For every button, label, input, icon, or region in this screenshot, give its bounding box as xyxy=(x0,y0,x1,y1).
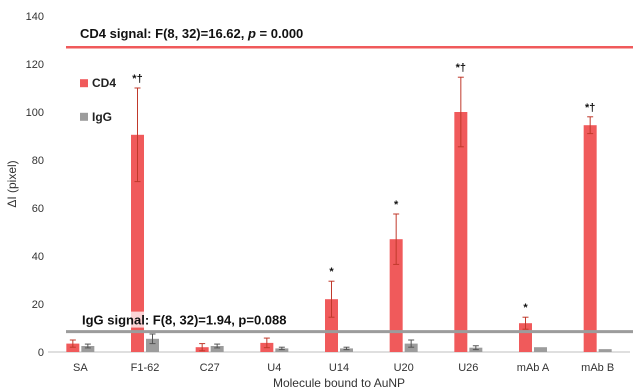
cd4-signal-label: CD4 signal: F(8, 32)=16.62, p = 0.000 xyxy=(80,26,303,41)
y-tick-label: 100 xyxy=(26,107,44,119)
x-tick-label: SA xyxy=(73,362,88,374)
x-tick-label: U26 xyxy=(458,362,478,374)
cd4-signal-label-p: p xyxy=(247,26,256,41)
bar-cd4-u14 xyxy=(325,299,338,352)
y-tick-label: 20 xyxy=(32,299,44,311)
igg-signal-label: IgG signal: F(8, 32)=1.94, p=0.088 xyxy=(82,313,286,328)
bar-cd4-u20 xyxy=(389,239,403,352)
x-tick-label: F1-62 xyxy=(131,362,160,374)
bar-igg-c27 xyxy=(210,346,224,352)
significance-mark: * xyxy=(523,302,528,314)
significance-mark: * xyxy=(394,199,399,211)
significance-mark: *† xyxy=(585,102,595,114)
bar-igg-mab-b xyxy=(598,349,612,352)
x-tick-label: mAb B xyxy=(581,362,614,374)
legend-swatch-cd4 xyxy=(80,79,88,88)
igg-signal-label-background xyxy=(78,311,278,328)
bar-cd4-sa xyxy=(66,343,80,352)
y-tick-label: 120 xyxy=(26,59,44,71)
x-axis-title: Molecule bound to AuNP xyxy=(273,376,405,390)
bar-cd4-f1-62 xyxy=(131,134,144,352)
legend-swatch-igg xyxy=(80,112,88,121)
bar-igg-sa xyxy=(81,346,95,352)
cd4-signal-label-suffix: = 0.000 xyxy=(256,26,303,41)
y-tick-label: 80 xyxy=(32,155,44,167)
bars-group: *† * * *† * *† xyxy=(66,62,612,352)
bar-igg-f1-62 xyxy=(146,338,159,352)
bar-cd4-u26 xyxy=(454,112,468,352)
bar-igg-u14 xyxy=(340,348,353,352)
y-tick-label: 40 xyxy=(32,251,44,263)
x-tick-label: C27 xyxy=(200,362,220,374)
significance-mark: *† xyxy=(456,62,466,74)
x-axis-tick-labels: SA F1-62 C27 U4 U14 U20 U26 mAb A mAb B xyxy=(73,362,614,374)
bar-igg-u20 xyxy=(404,343,418,352)
x-tick-label: U14 xyxy=(329,362,349,374)
x-tick-label: mAb A xyxy=(517,362,550,374)
legend-label-igg: IgG xyxy=(92,110,112,124)
legend-label-cd4: CD4 xyxy=(92,76,116,90)
bar-igg-u4 xyxy=(275,348,289,352)
legend: CD4 IgG xyxy=(80,76,116,124)
bar-cd4-mab-b xyxy=(583,125,597,352)
y-axis-title: ΔI (pixel) xyxy=(5,160,19,207)
y-tick-label: 140 xyxy=(26,11,44,23)
y-tick-label: 0 xyxy=(38,347,44,359)
bar-igg-mab-a xyxy=(534,347,547,352)
significance-mark: *† xyxy=(132,73,142,85)
cd4-signal-label-prefix: CD4 signal: F(8, 32)=16.62, xyxy=(80,26,248,41)
significance-mark: * xyxy=(329,266,334,278)
x-tick-label: U20 xyxy=(394,362,414,374)
y-axis-ticks: 0 20 40 60 80 100 120 140 xyxy=(26,11,44,359)
y-tick-label: 60 xyxy=(32,203,44,215)
x-tick-label: U4 xyxy=(267,362,281,374)
